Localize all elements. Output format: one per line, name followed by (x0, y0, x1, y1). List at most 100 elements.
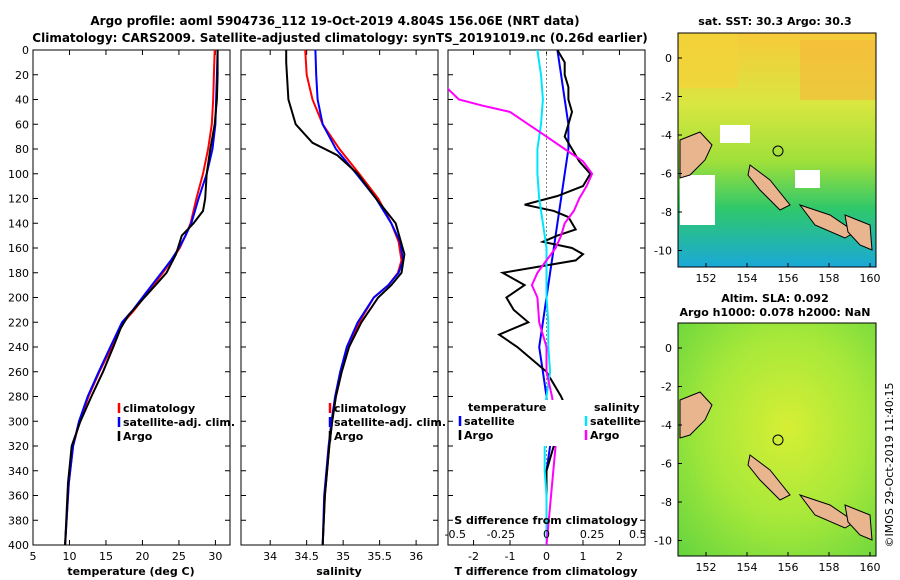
depth-tick-label: 120 (8, 193, 29, 206)
difference-legend: temperature salinitysatelliteArgosatellit… (455, 400, 641, 446)
depth-tick-label: 140 (8, 217, 29, 230)
depth-tick-label: 200 (8, 292, 29, 305)
depth-tick-label: 400 (8, 539, 29, 552)
map-y-tick-label: -6 (661, 168, 672, 181)
x-tick-label: 36 (409, 550, 423, 563)
sst-warm-patch-east (800, 40, 876, 100)
map-x-tick-label: 160 (860, 272, 881, 285)
sst-map-frame (677, 32, 877, 268)
temperature-x-axis: 5 10 15 20 25 30 (30, 50, 222, 563)
x-tick-label: 2 (616, 550, 623, 563)
s-diff-tick-label: -0.25 (487, 528, 515, 541)
depth-tick-label: 100 (8, 168, 29, 181)
map-y-tick-label: -4 (661, 419, 672, 432)
x-tick-label: 20 (135, 550, 149, 563)
series-s-argo (448, 87, 594, 545)
depth-tick-label: 360 (8, 490, 29, 503)
map-x-tick-label: 156 (778, 561, 799, 574)
sst-map: sat. SST: 30.3 Argo: 30.3 152 154 156 158 16… (654, 15, 880, 285)
legend-label: Argo (334, 430, 364, 443)
map-y-tick-label: -8 (661, 496, 672, 509)
depth-tick-label: 220 (8, 316, 29, 329)
salinity-panel: 34 34.5 35 35.5 36 salinity climatologysatel… (240, 49, 446, 578)
salinity-xlabel: salinity (316, 565, 362, 578)
sst-warm-patch (678, 33, 738, 88)
imos-credit: ©IMOS 29-Oct-2019 11:40:15 (883, 382, 896, 547)
map-y-tick-label: 0 (665, 342, 672, 355)
map-y-tick-label: -4 (661, 129, 672, 142)
depth-tick-label: 60 (15, 118, 29, 131)
sla-land-new-ireland (679, 391, 713, 439)
legend-label: Argo (590, 429, 620, 442)
x-tick-label: 15 (99, 550, 113, 563)
sst-land-solomons (798, 204, 856, 239)
temperature-panel: 0 20 40 60 80 100 120 140 160 180 200 220 240 260 280 3… (8, 44, 235, 578)
temperature-xlabel: temperature (deg C) (67, 565, 194, 578)
x-tick-label: -1 (505, 550, 516, 563)
map-y-tick-label: -6 (661, 458, 672, 471)
depth-tick-label: 20 (15, 69, 29, 82)
depth-tick-label: 320 (8, 440, 29, 453)
depth-tick-label: 260 (8, 366, 29, 379)
x-tick-label: 35 (336, 550, 350, 563)
legend-label: satellite-adj. clim. (123, 416, 235, 429)
map-x-tick-label: 160 (860, 561, 881, 574)
depth-tick-label: 160 (8, 242, 29, 255)
map-y-tick-label: -10 (654, 535, 672, 548)
depth-tick-label: 240 (8, 341, 29, 354)
sst-cloud-gap-3 (795, 170, 820, 188)
sst-land-new-ireland (679, 131, 713, 179)
s-diff-tick-label: 0.5 (629, 528, 647, 541)
x-tick-label: 10 (62, 550, 76, 563)
sst-cloud-gap-2 (720, 125, 750, 143)
difference-x-axis: -2 -1 0 1 2 (468, 50, 623, 563)
sla-map: Altim. SLA: 0.092 Argo h1000: 0.078 h200… (654, 292, 880, 574)
t-difference-xlabel: T difference from climatology (454, 565, 637, 578)
series-satellite-adj-clim- (64, 50, 219, 545)
series-argo (64, 50, 219, 545)
sst-argo-location-marker (772, 145, 784, 157)
map-x-tick-label: 154 (737, 561, 758, 574)
depth-tick-label: 0 (22, 44, 29, 57)
legend-title-temperature: temperature (468, 401, 546, 414)
x-tick-label: 30 (208, 550, 222, 563)
title-line-2: Climatology: CARS2009. Satellite-adjuste… (32, 31, 647, 46)
salinity-axes-box (240, 49, 439, 546)
x-tick-label: 5 (30, 550, 37, 563)
sla-map-title: Altim. SLA: 0.092 (721, 292, 828, 305)
sla-land-bougainville (747, 454, 791, 501)
map-x-tick-label: 158 (819, 272, 840, 285)
sst-map-title: sat. SST: 30.3 Argo: 30.3 (698, 15, 851, 28)
x-tick-label: 25 (172, 550, 186, 563)
s-difference-axis: -0.5 -0.25 0 0.25 0.5 (445, 528, 647, 541)
difference-panel: -2 -1 0 1 2 S difference from climatology -0… (445, 49, 647, 578)
map-y-tick-label: -10 (654, 245, 672, 258)
s-diff-tick-label: 0.25 (580, 528, 605, 541)
x-tick-label: 34 (263, 550, 277, 563)
sst-land-bougainville (747, 164, 791, 211)
legend-title-salinity: salinity (594, 401, 640, 414)
legend-label: satellite (590, 415, 641, 428)
sst-land-malaita (844, 214, 873, 251)
s-diff-tick-label: -0.5 (445, 528, 466, 541)
map-y-tick-label: -2 (661, 381, 672, 394)
sla-land-malaita (844, 504, 873, 541)
legend-label: climatology (334, 402, 406, 415)
x-tick-label: 0 (543, 550, 550, 563)
sla-map-subtitle: Argo h1000: 0.078 h2000: NaN (679, 306, 870, 319)
legend-label: Argo (464, 429, 494, 442)
x-tick-label: -2 (468, 550, 479, 563)
map-x-tick-label: 152 (696, 561, 717, 574)
sla-map-frame (677, 322, 877, 557)
map-x-tick-label: 154 (737, 272, 758, 285)
x-tick-label: 34.5 (294, 550, 319, 563)
map-y-tick-label: -2 (661, 91, 672, 104)
legend-label: satellite-adj. clim. (334, 416, 446, 429)
depth-tick-label: 80 (15, 143, 29, 156)
map-x-tick-label: 152 (696, 272, 717, 285)
x-tick-label: 35.5 (367, 550, 392, 563)
map-x-tick-label: 158 (819, 561, 840, 574)
salinity-x-axis: 34 34.5 35 35.5 36 (263, 50, 423, 563)
